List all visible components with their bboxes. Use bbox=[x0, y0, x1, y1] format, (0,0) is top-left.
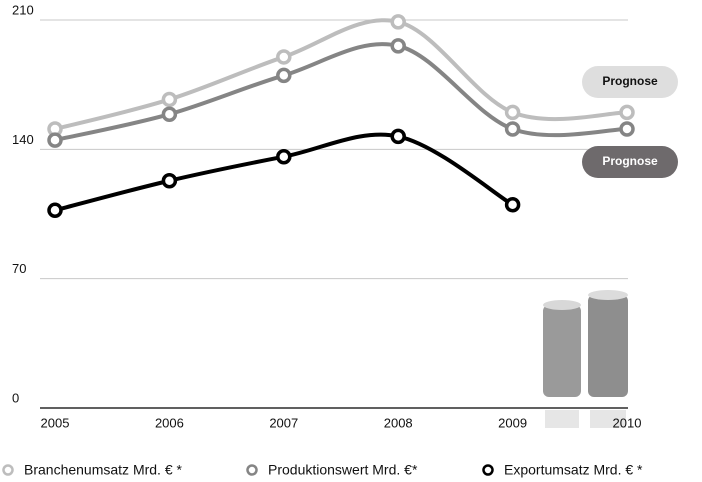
legend-label: Produktionswert Mrd. €* bbox=[268, 462, 418, 478]
x-tick-label: 2006 bbox=[155, 415, 184, 430]
data-point bbox=[390, 128, 406, 145]
x-tick-label: 2009 bbox=[498, 415, 527, 430]
annotation-box bbox=[582, 146, 678, 178]
coins-illustration bbox=[543, 290, 628, 428]
legend-marker bbox=[482, 464, 494, 476]
annotation-box bbox=[582, 66, 678, 98]
data-point bbox=[504, 104, 521, 121]
data-point bbox=[504, 197, 521, 213]
data-point bbox=[47, 202, 63, 219]
x-tick-label: 2005 bbox=[41, 415, 70, 430]
series-line bbox=[54, 42, 628, 143]
series-line bbox=[54, 132, 514, 213]
annotation: Prognose bbox=[602, 154, 658, 168]
data-point bbox=[390, 14, 406, 30]
x-tick-label: 2010 bbox=[613, 415, 642, 430]
annotation: Prognose bbox=[602, 74, 658, 88]
y-tick-label: 210 bbox=[12, 2, 34, 17]
data-point bbox=[161, 91, 178, 108]
legend-marker bbox=[2, 464, 14, 476]
legend-label: Branchenumsatz Mrd. € * bbox=[24, 462, 183, 478]
legend-label: Exportumsatz Mrd. € * bbox=[504, 462, 643, 478]
legend-marker bbox=[246, 464, 258, 476]
data-point bbox=[161, 106, 178, 122]
series-line bbox=[54, 18, 628, 131]
data-point bbox=[161, 172, 178, 189]
data-point bbox=[619, 104, 635, 121]
y-tick-label: 70 bbox=[12, 261, 26, 276]
y-tick-label: 0 bbox=[12, 390, 19, 405]
data-point bbox=[276, 49, 292, 65]
x-tick-label: 2007 bbox=[269, 415, 298, 430]
data-point bbox=[504, 121, 521, 137]
data-point bbox=[390, 38, 406, 54]
data-point bbox=[47, 132, 63, 148]
data-point bbox=[619, 121, 635, 137]
data-point bbox=[276, 67, 292, 84]
data-point bbox=[276, 148, 292, 165]
x-tick-label: 2008 bbox=[384, 415, 413, 430]
y-tick-label: 140 bbox=[12, 132, 34, 147]
